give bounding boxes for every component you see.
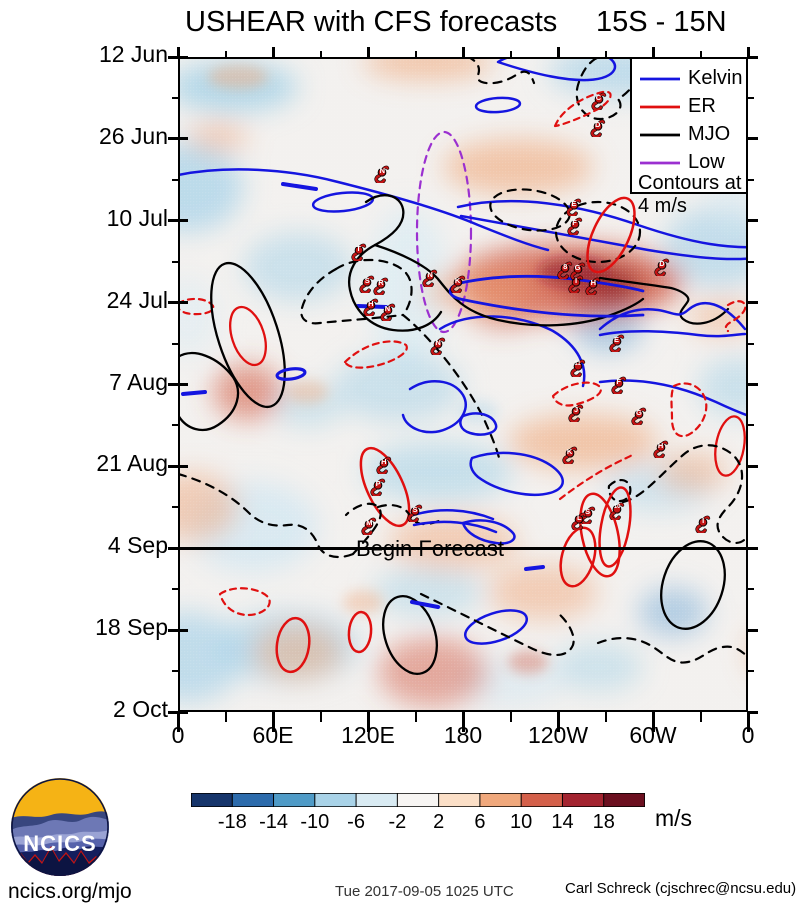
svg-text:NCICS: NCICS	[23, 831, 96, 856]
